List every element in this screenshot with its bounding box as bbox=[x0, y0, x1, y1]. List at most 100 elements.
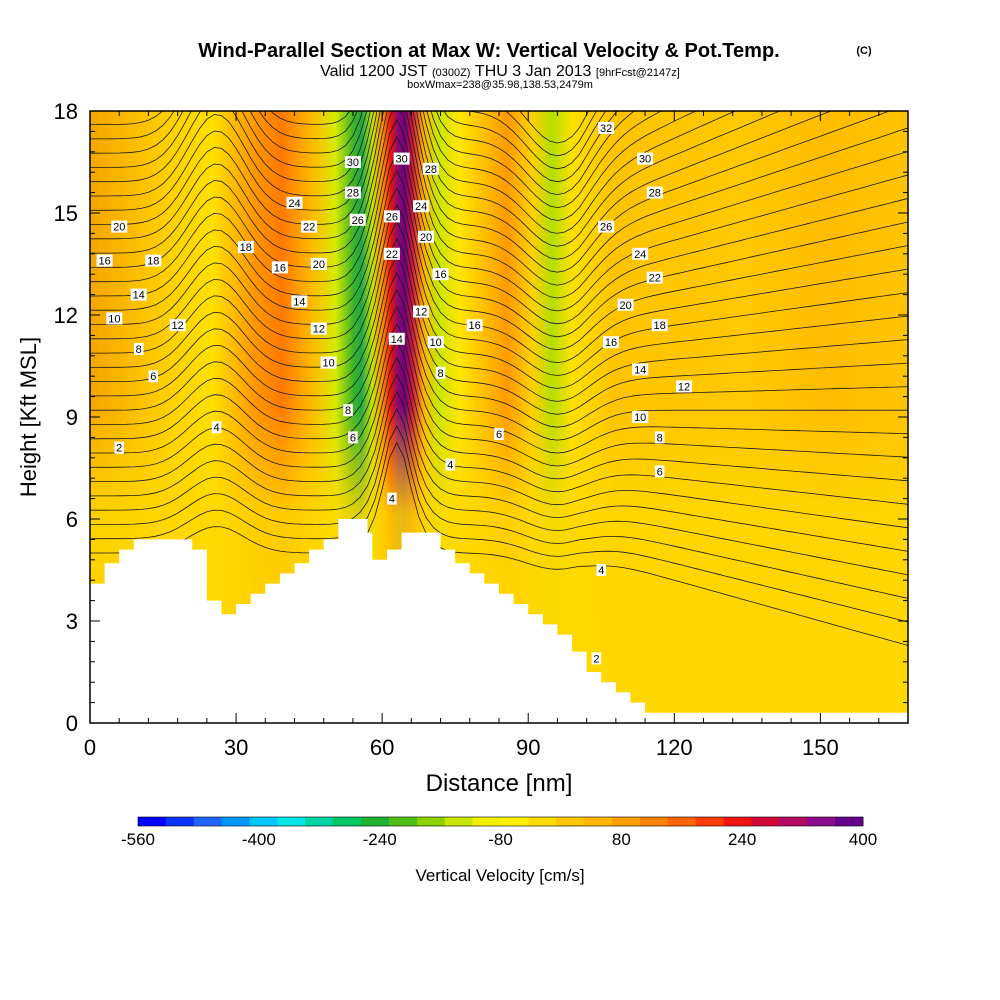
theta-label: 8 bbox=[657, 432, 663, 444]
theta-label-box bbox=[435, 366, 446, 379]
colorbar-swatch bbox=[193, 817, 223, 826]
theta-label: 16 bbox=[605, 337, 617, 349]
colorbar-swatch bbox=[416, 817, 446, 826]
theta-label: 20 bbox=[113, 222, 125, 234]
x-tick-label: 30 bbox=[224, 735, 248, 760]
theta-label: 24 bbox=[288, 198, 300, 210]
theta-contour-line bbox=[90, 186, 908, 376]
colorbar-swatch bbox=[835, 817, 864, 826]
theta-label-box bbox=[344, 156, 361, 168]
theta-label: 16 bbox=[98, 256, 110, 268]
theta-label-box bbox=[310, 258, 327, 270]
colorbar-tick-label: -80 bbox=[488, 830, 513, 849]
theta-contour-line bbox=[90, 111, 781, 247]
theta-label-box bbox=[211, 421, 222, 434]
theta-label-box bbox=[388, 332, 405, 345]
theta-label: 26 bbox=[352, 215, 364, 227]
theta-label-box bbox=[349, 213, 366, 226]
theta-contour-line bbox=[90, 111, 697, 221]
colorbar: -560 -400 -240 -80 80 240 400 bbox=[121, 816, 877, 849]
theta-label-box bbox=[413, 305, 430, 318]
colorbar-swatch bbox=[612, 817, 641, 826]
terrain bbox=[90, 519, 908, 723]
theta-contour-line bbox=[90, 356, 908, 529]
theta-contour-line bbox=[90, 111, 908, 286]
colorbar-swatch bbox=[779, 817, 808, 826]
theta-label: 10 bbox=[108, 313, 120, 325]
theta-label: 6 bbox=[657, 466, 663, 478]
colorbar-swatch bbox=[751, 817, 780, 826]
theta-label: 6 bbox=[350, 432, 356, 444]
theta-contour-line bbox=[90, 237, 908, 415]
theta-label: 20 bbox=[619, 300, 631, 312]
colorbar-swatch bbox=[333, 817, 362, 826]
colorbar-swatch bbox=[138, 817, 167, 826]
theta-label-box bbox=[133, 343, 144, 355]
theta-label: 12 bbox=[678, 381, 690, 393]
colorbar-swatch bbox=[249, 817, 278, 826]
theta-label: 14 bbox=[133, 290, 145, 302]
theta-contour-line bbox=[90, 111, 832, 260]
theta-label: 12 bbox=[415, 307, 427, 319]
theta-label: 4 bbox=[598, 565, 604, 577]
theta-label-box bbox=[310, 322, 327, 335]
theta-label-box bbox=[291, 295, 308, 308]
theta-contour-line bbox=[90, 111, 908, 312]
theta-label-box bbox=[646, 186, 663, 199]
theta-label: 30 bbox=[395, 154, 407, 166]
theta-label-box bbox=[654, 431, 665, 444]
theta-label-box bbox=[432, 268, 449, 281]
theta-contour-line bbox=[90, 111, 636, 196]
theta-label-box bbox=[466, 319, 483, 332]
theta-label-box bbox=[591, 652, 602, 665]
y-tick-label: 9 bbox=[66, 405, 78, 430]
theta-contour-line bbox=[90, 111, 891, 273]
theta-label-box bbox=[393, 152, 410, 165]
theta-contours bbox=[90, 111, 908, 646]
colorbar-tick-label: -400 bbox=[242, 830, 276, 849]
colorbar-tick-label: 80 bbox=[612, 830, 631, 849]
theta-label-box bbox=[413, 200, 430, 213]
theta-label-box bbox=[96, 254, 113, 267]
theta-contour-line bbox=[90, 111, 618, 183]
y-tick-label: 15 bbox=[54, 201, 78, 226]
colorbar-swatch bbox=[807, 817, 836, 826]
theta-contour-line bbox=[90, 152, 908, 351]
y-tick-label: 3 bbox=[66, 609, 78, 634]
colorbar-swatch bbox=[165, 817, 195, 826]
colorbar-swatch bbox=[723, 817, 752, 826]
theta-label: 30 bbox=[347, 157, 359, 169]
theta-label: 12 bbox=[313, 324, 325, 336]
x-tick-label: 0 bbox=[84, 735, 96, 760]
theta-label: 18 bbox=[240, 242, 252, 254]
theta-contour-line bbox=[90, 220, 908, 402]
theta-label: 2 bbox=[116, 443, 122, 455]
theta-label: 28 bbox=[347, 188, 359, 200]
theta-label-box bbox=[598, 220, 615, 233]
theta-label-box bbox=[148, 370, 159, 383]
theta-label-box bbox=[654, 465, 665, 478]
theta-label-box bbox=[445, 458, 456, 471]
theta-label-box bbox=[422, 162, 439, 175]
theta-label: 8 bbox=[345, 405, 351, 417]
theta-label: 20 bbox=[313, 259, 325, 271]
colorbar-label: Vertical Velocity [cm/s] bbox=[415, 866, 584, 885]
theta-label: 4 bbox=[389, 494, 395, 506]
theta-label: 28 bbox=[649, 188, 661, 200]
theta-label-box bbox=[383, 247, 400, 260]
theta-label: 14 bbox=[634, 364, 646, 376]
title-copyright-mark: (C) bbox=[856, 45, 872, 57]
theta-contour-line bbox=[90, 424, 908, 623]
colorbar-swatch bbox=[361, 817, 390, 826]
colorbar-swatch bbox=[221, 817, 250, 826]
theta-label: 24 bbox=[415, 201, 427, 213]
theta-label: 6 bbox=[496, 429, 502, 441]
theta-contour-line bbox=[90, 441, 908, 646]
theta-contour-line bbox=[90, 407, 908, 599]
theta-label-box bbox=[417, 230, 434, 243]
theta-label-box bbox=[130, 288, 147, 301]
theta-label-box bbox=[602, 336, 619, 349]
theta-contour-line bbox=[90, 254, 908, 428]
theta-contour-line bbox=[90, 322, 908, 482]
